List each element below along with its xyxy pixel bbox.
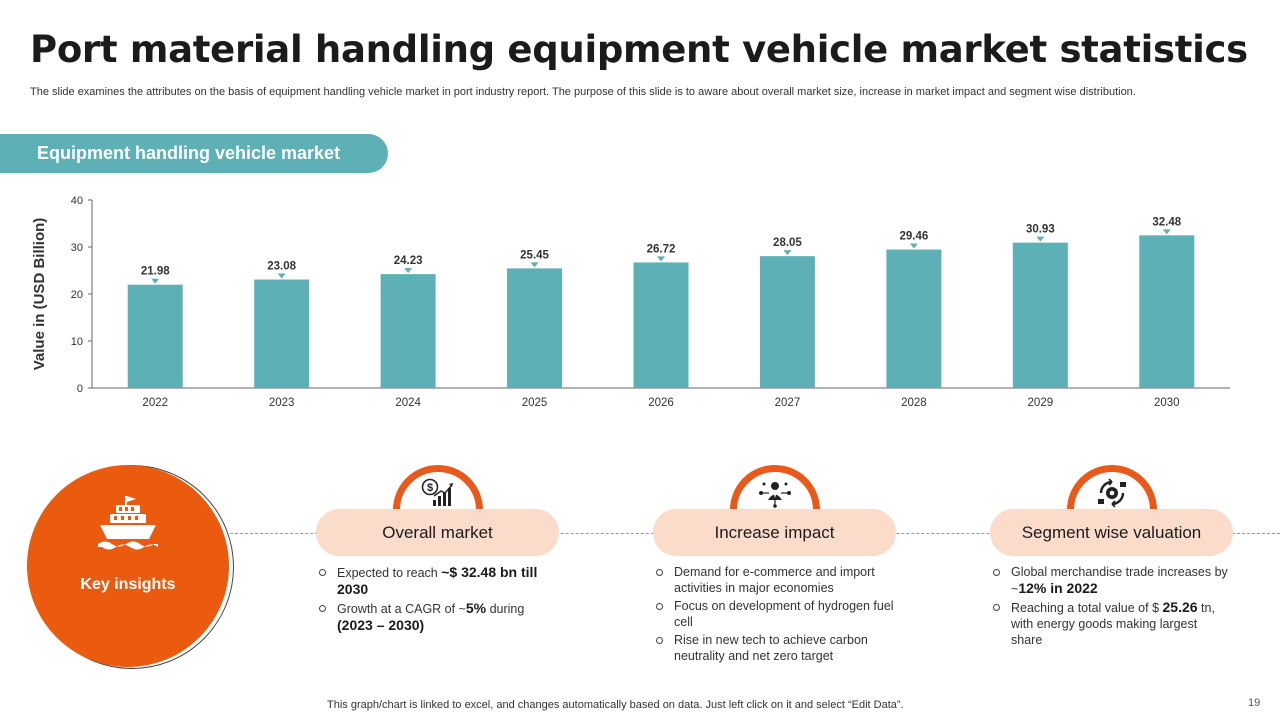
bar-2027[interactable] (759, 256, 815, 388)
y-tick-label: 40 (71, 195, 83, 207)
y-tick-label: 30 (71, 242, 83, 254)
bar-label-pointer (1162, 229, 1171, 235)
increase-impact-bullets: Demand for e-commerce and import activit… (654, 564, 894, 666)
section-label-text: Equipment handling vehicle market (37, 143, 341, 163)
bullet-text: during (486, 602, 525, 616)
bullet-text: Reaching a total value of $ (1011, 601, 1163, 615)
bullet-item: Reaching a total value of $ 25.26 tn, wi… (991, 599, 1231, 648)
bullet-highlight: (2023 – 2030) (337, 617, 425, 633)
bullet-highlight: 25.26 (1162, 599, 1198, 615)
network-person-icon (759, 482, 791, 508)
bar-label-pointer (404, 268, 413, 274)
bullet-text: Rise in new tech to achieve carbon neutr… (674, 633, 868, 663)
segment-valuation-title: Segment wise valuation (1021, 522, 1202, 542)
dollar-chart-icon: $ (421, 478, 453, 506)
bar-2029[interactable] (1012, 242, 1068, 388)
bullet-item: Rise in new tech to achieve carbon neutr… (654, 632, 894, 664)
segment-cycle-icon (1098, 478, 1126, 508)
bar-2024[interactable] (380, 274, 436, 388)
page-title: Port material handling equipment vehicle… (30, 28, 1248, 71)
x-tick-label: 2029 (1028, 397, 1054, 409)
bar-value-label: 29.46 (899, 231, 928, 243)
bar-2026[interactable] (633, 262, 689, 388)
increase-impact-title: Increase impact (714, 522, 835, 542)
bar-value-label: 23.08 (267, 261, 296, 273)
x-tick-label: 2026 (648, 397, 674, 409)
x-tick-label: 2028 (901, 397, 927, 409)
segment-valuation-bullets: Global merchandise trade increases by ~1… (991, 564, 1231, 650)
key-insights-label: Key insights (80, 576, 176, 593)
bullet-text: Growth at a CAGR of ~ (337, 602, 466, 616)
overall-market-title: Overall market (382, 522, 493, 542)
bullet-text: Focus on development of hydrogen fuel ce… (674, 599, 894, 629)
bar-value-label: 30.93 (1026, 224, 1055, 236)
x-tick-label: 2030 (1154, 397, 1180, 409)
page-number: 19 (1248, 697, 1261, 709)
x-tick-label: 2027 (775, 397, 801, 409)
y-axis-label: Value in (USD Billion) (31, 218, 48, 371)
bar-2022[interactable] (127, 284, 183, 388)
bar-label-pointer (1036, 236, 1045, 242)
bar-label-pointer (530, 262, 539, 268)
footer-note: This graph/chart is linked to excel, and… (327, 699, 904, 711)
bullet-highlight: ~$ 32.48 bn till 2030 (337, 564, 538, 597)
overall-market-bullets: Expected to reach ~$ 32.48 bn till 2030 G… (317, 564, 557, 636)
x-tick-label: 2022 (142, 397, 168, 409)
bullet-text: tn, with energy goods making largest sha… (1011, 601, 1215, 647)
bullet-text: Demand for e-commerce and import activit… (674, 565, 875, 595)
section-label: Equipment handling vehicle market (0, 134, 388, 173)
bar-label-pointer (657, 256, 665, 262)
x-tick-label: 2024 (395, 397, 421, 409)
x-tick-label: 2023 (269, 397, 295, 409)
bar-label-pointer (909, 243, 918, 249)
bullet-item: Demand for e-commerce and import activit… (654, 564, 894, 596)
x-tick-label: 2025 (522, 397, 548, 409)
bullet-item: Expected to reach ~$ 32.48 bn till 2030 (317, 564, 557, 598)
bar-label-pointer (151, 278, 160, 284)
y-tick-label: 0 (77, 383, 83, 395)
bullet-item: Global merchandise trade increases by ~1… (991, 564, 1231, 597)
bar-2025[interactable] (507, 268, 563, 388)
page-subtitle: The slide examines the attributes on the… (30, 86, 1136, 98)
bar-label-pointer (783, 250, 792, 256)
bullet-text: Expected to reach (337, 566, 442, 580)
bar-value-label: 24.23 (394, 255, 423, 267)
overall-market-pill: Overall market (316, 509, 559, 556)
bar-2023[interactable] (254, 279, 310, 388)
bar-value-label: 26.72 (647, 243, 676, 255)
bullet-highlight: 5% (465, 600, 487, 616)
ship-icon (98, 496, 158, 550)
bar-value-label: 21.98 (141, 266, 170, 278)
bar-value-label: 25.45 (520, 249, 549, 261)
bullet-item: Growth at a CAGR of ~5% during (2023 – 2… (317, 600, 557, 634)
y-tick-label: 10 (71, 336, 83, 348)
bullet-text: Global merchandise trade increases by ~ (1011, 565, 1228, 596)
bar-2030[interactable] (1139, 235, 1195, 388)
bar-value-label: 28.05 (773, 237, 802, 249)
segment-valuation-pill: Segment wise valuation (990, 509, 1233, 556)
bar-value-label: 32.48 (1152, 216, 1181, 228)
svg-text:$: $ (427, 482, 433, 494)
bar-label-pointer (277, 273, 286, 279)
bar-2028[interactable] (886, 249, 942, 388)
bullet-item: Focus on development of hydrogen fuel ce… (654, 598, 894, 630)
increase-impact-pill: Increase impact (653, 509, 896, 556)
y-tick-label: 20 (71, 289, 83, 301)
bullet-highlight: 12% in 2022 (1018, 580, 1098, 596)
